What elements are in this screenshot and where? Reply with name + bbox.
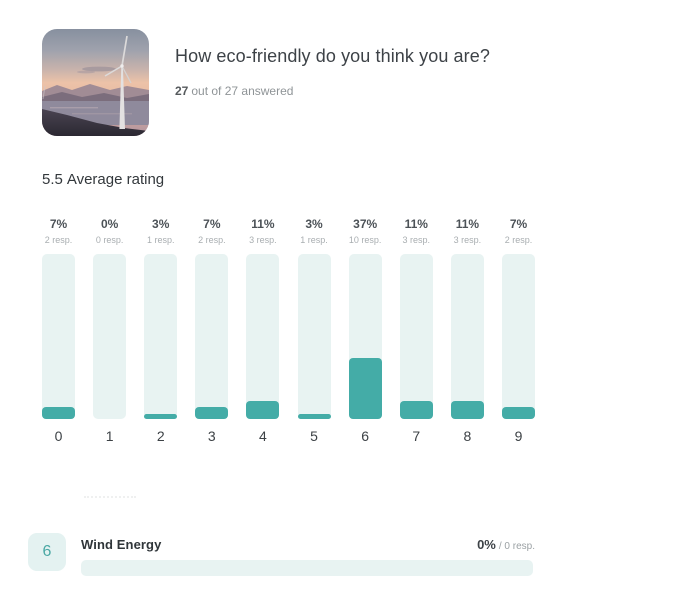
column-bar-track[interactable] (93, 254, 127, 419)
choice-label: Wind Energy (81, 537, 162, 552)
column-bar-track[interactable] (297, 254, 331, 419)
column-percent-label: 7% (509, 217, 528, 231)
column-percent-label: 3% (305, 217, 323, 231)
column-percent-label: 7% (203, 217, 221, 231)
column-bar-track[interactable] (144, 254, 178, 419)
column-bar-track[interactable] (42, 254, 75, 419)
answered-rest: out of 27 answered (191, 84, 294, 98)
column-bar-fill (450, 401, 484, 419)
column-responses-label: 1 resp. (300, 235, 328, 245)
wind-turbine-photo-illustration (42, 29, 149, 136)
column-percent-label: 3% (152, 217, 170, 231)
column-bar-track[interactable] (195, 254, 229, 419)
column-category-label: 2 (156, 428, 165, 444)
rating-column: 7% 2 resp. 0 (42, 217, 75, 444)
choice-index-badge: 6 (28, 533, 66, 571)
column-bar-track[interactable] (399, 254, 433, 419)
column-category-label: 3 (207, 428, 216, 444)
column-category-label: 4 (259, 428, 267, 444)
average-rating-line: 5.5 Average rating (42, 171, 168, 188)
question-title: How eco-friendly do you think you are? (175, 46, 490, 66)
rating-column: 7% 2 resp. 3 (195, 217, 229, 444)
rating-column: 0% 0 resp. 1 (93, 217, 127, 444)
average-rating-value: 5.5 (42, 171, 63, 188)
column-category-label: 1 (105, 428, 114, 444)
answered-count: 27 (175, 84, 189, 98)
faded-cropped-text-artifact (84, 496, 136, 498)
column-responses-label: 0 resp. (95, 235, 124, 245)
rating-column: 11% 3 resp. 4 (246, 217, 280, 444)
column-bar-track[interactable] (348, 254, 382, 419)
column-responses-label: 3 resp. (453, 235, 482, 245)
choice-percent: 0% (477, 537, 496, 552)
rating-column: 3% 1 resp. 2 (144, 217, 178, 444)
column-bar-track[interactable] (246, 254, 280, 419)
rating-column: 3% 1 resp. 5 (297, 217, 331, 444)
column-responses-label: 10 resp. (348, 235, 382, 245)
column-category-label: 8 (463, 428, 472, 444)
column-percent-label: 11% (404, 217, 428, 231)
column-responses-label: 2 resp. (44, 235, 73, 245)
column-responses-label: 2 resp. (198, 235, 226, 245)
column-responses-label: 3 resp. (402, 235, 431, 245)
column-bar-fill (42, 407, 75, 419)
column-category-label: 0 (54, 428, 63, 444)
choice-progress-track (81, 560, 533, 576)
rating-column: 11% 3 resp. 7 (399, 217, 433, 444)
column-percent-label: 11% (455, 217, 480, 231)
column-responses-label: 2 resp. (504, 235, 533, 245)
rating-column: 11% 3 resp. 8 (450, 217, 484, 444)
rating-column: 37% 10 resp. 6 (348, 217, 382, 444)
choice-responses: / 0 resp. (498, 541, 535, 552)
question-thumbnail (42, 29, 149, 136)
column-responses-label: 1 resp. (146, 235, 175, 245)
column-bar-fill (399, 401, 433, 419)
column-bar-track[interactable] (501, 254, 535, 419)
column-bar-fill (144, 414, 178, 419)
column-responses-label: 3 resp. (249, 235, 277, 245)
rating-distribution-chart: 7% 2 resp. 0 0% 0 resp. 1 3% 1 resp. 2 7% 2 resp. 3… (42, 217, 535, 444)
choice-stats: 0%/ 0 resp. (477, 537, 535, 552)
column-percent-label: 7% (49, 217, 68, 231)
column-category-label: 9 (514, 428, 523, 444)
column-bar-track[interactable] (450, 254, 484, 419)
average-rating-label: Average rating (66, 171, 165, 188)
column-bar-fill (246, 401, 280, 419)
column-percent-label: 0% (100, 217, 119, 231)
column-percent-label: 37% (353, 217, 378, 231)
column-category-label: 6 (361, 428, 370, 444)
column-category-label: 7 (412, 428, 421, 444)
column-bar-fill (501, 407, 535, 419)
column-percent-label: 11% (251, 217, 275, 231)
rating-column: 7% 2 resp. 9 (501, 217, 535, 444)
column-category-label: 5 (310, 428, 318, 444)
column-bar-fill (297, 414, 331, 419)
answered-count-line: 27 out of 27 answered (175, 84, 293, 98)
column-bar-fill (348, 358, 382, 419)
column-bar-fill (195, 407, 229, 419)
